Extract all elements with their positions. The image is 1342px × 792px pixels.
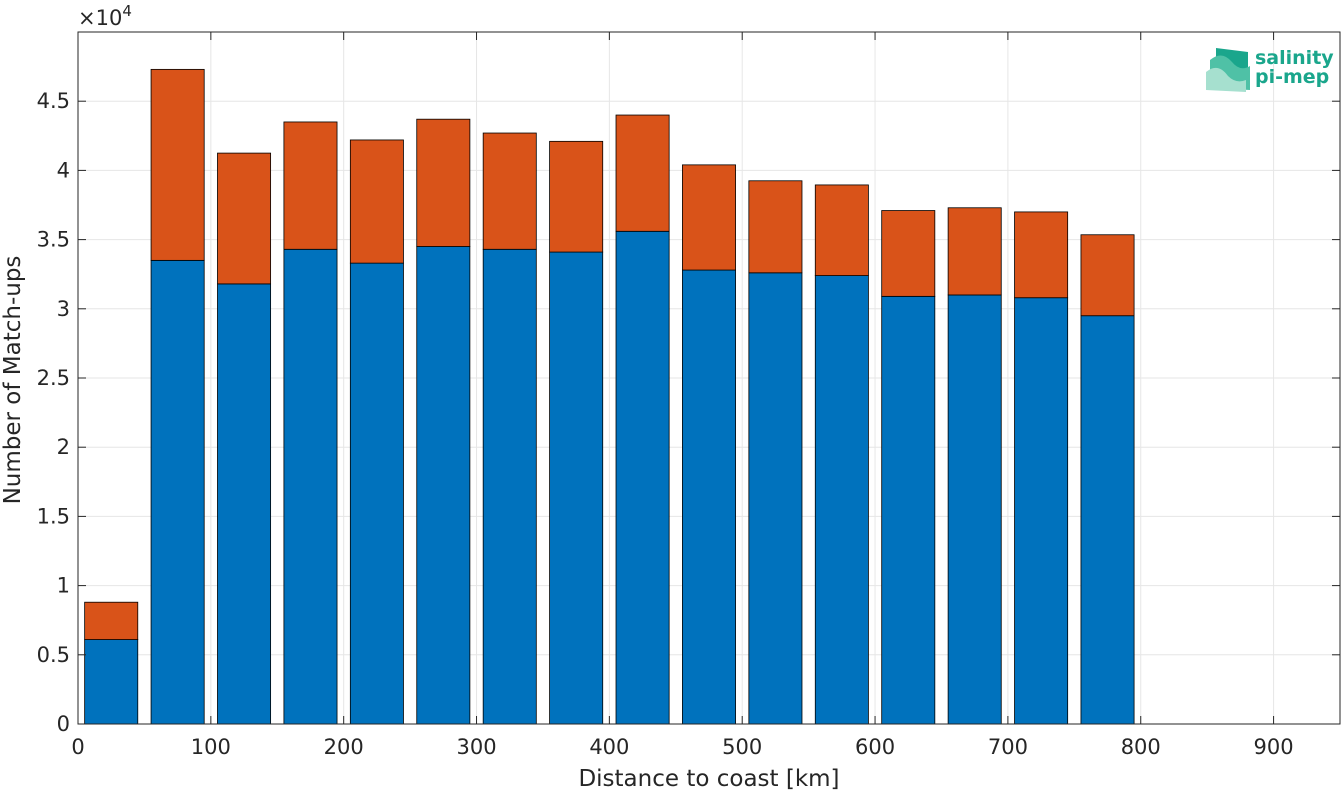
y-tick-label: 2 (57, 435, 70, 459)
salinity-pimep-logo: salinity pi-mep (1206, 47, 1334, 92)
bar-series-2 (217, 152, 272, 285)
bar-series-2 (947, 207, 1002, 296)
x-tick-label: 100 (191, 735, 231, 759)
bars (84, 68, 1135, 725)
bar-series-1 (682, 269, 736, 725)
bar-series-2 (881, 210, 936, 297)
y-tick-label: 4.5 (37, 89, 70, 113)
bar-series-2 (283, 121, 338, 250)
bar-series-2 (416, 118, 471, 247)
y-ticks: 0 0.5 1 1.5 2 2.5 3 3.5 4 4.5 (37, 89, 1340, 736)
wave-logo-icon (1206, 48, 1250, 92)
bar-series-1 (84, 639, 139, 725)
y-tick-label: 1 (57, 574, 70, 598)
bar-series-1 (349, 262, 404, 725)
y-axis-label: Number of Match-ups (0, 256, 26, 505)
bar-series-2 (349, 139, 404, 264)
bar-series-2 (1014, 211, 1069, 299)
bar-series-2 (814, 184, 869, 276)
bar-series-1 (615, 230, 670, 725)
x-tick-label: 400 (589, 735, 629, 759)
x-tick-label: 800 (1121, 735, 1161, 759)
bar-series-1 (814, 275, 869, 725)
bar-series-1 (947, 294, 1002, 725)
bar-series-2 (615, 114, 670, 232)
y-tick-label: 3 (57, 297, 70, 321)
x-tick-label: 900 (1254, 735, 1294, 759)
bar-series-1 (748, 272, 803, 725)
bar-series-2 (150, 68, 205, 261)
x-tick-label: 700 (988, 735, 1028, 759)
bar-series-1 (283, 248, 338, 725)
x-tick-label: 200 (324, 735, 364, 759)
logo-line-pimep: pi-mep (1255, 66, 1329, 88)
bar-series-1 (881, 295, 936, 725)
x-axis-label: Distance to coast [km] (578, 766, 839, 792)
y-tick-label: 0 (57, 712, 70, 736)
y-tick-label: 2.5 (37, 366, 70, 390)
bar-series-1 (549, 251, 604, 725)
bar-series-1 (1014, 297, 1069, 725)
x-tick-label: 0 (71, 735, 84, 759)
bar-series-2 (682, 164, 736, 271)
bar-series-1 (1080, 315, 1135, 725)
x-tick-label: 300 (456, 735, 496, 759)
x-tick-label: 600 (855, 735, 895, 759)
bar-series-1 (217, 283, 272, 725)
bar-series-2 (482, 132, 537, 250)
y-tick-label: 4 (57, 158, 70, 182)
bar-series-2 (748, 180, 803, 274)
bar-series-2 (84, 601, 139, 640)
y-tick-label: 3.5 (37, 228, 70, 252)
bar-series-1 (482, 248, 537, 725)
bar-series-2 (1080, 234, 1135, 317)
x-ticks: 0 100 200 300 400 500 600 700 800 900 (71, 32, 1294, 759)
x-tick-label: 500 (722, 735, 762, 759)
bar-series-1 (150, 259, 205, 725)
bar-series-2 (549, 140, 604, 253)
y-tick-label: 0.5 (37, 643, 70, 667)
bar-series-1 (416, 246, 471, 725)
logo-line-salinity: salinity (1255, 47, 1334, 69)
y-exponent-label: ×104 (78, 2, 132, 30)
y-tick-label: 1.5 (37, 504, 70, 528)
